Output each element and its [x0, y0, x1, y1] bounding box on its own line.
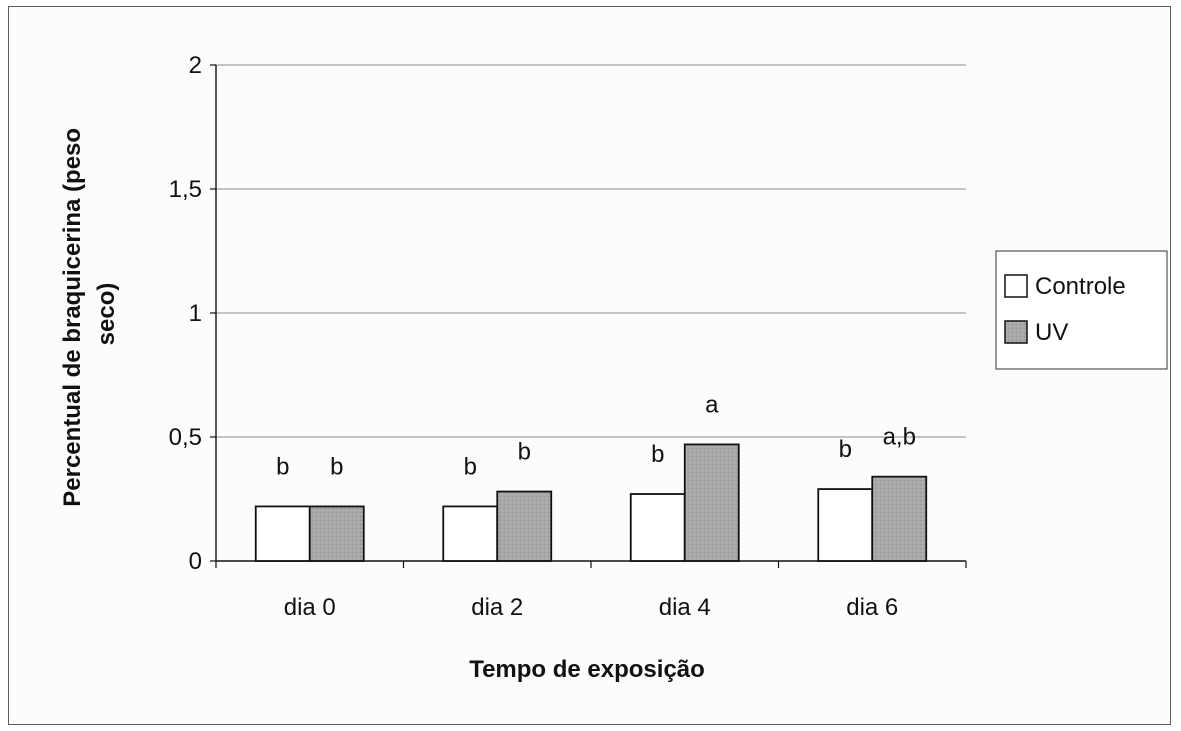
legend-swatch-controle [1004, 274, 1028, 298]
bar-uv [308, 505, 365, 562]
x-category-label: dia 2 [471, 594, 523, 621]
bar-controle [629, 493, 686, 562]
significance-label: a [705, 391, 719, 418]
x-category-label: dia 4 [659, 594, 711, 621]
legend: Controle UV [995, 250, 1168, 370]
significance-label: b [464, 453, 477, 480]
significance-label: b [839, 436, 852, 463]
legend-swatch-uv [1004, 320, 1028, 344]
legend-label-uv: UV [1035, 319, 1068, 346]
significance-label: b [518, 439, 531, 466]
y-axis-title-line-1: Percentual de braquicerina (peso [59, 128, 86, 507]
significance-label: b [276, 453, 289, 480]
chart-frame [8, 6, 1171, 725]
gridlines [216, 64, 966, 438]
y-axis-title-line-2: seco) [93, 283, 120, 346]
y-tick-label: 1 [189, 300, 202, 327]
bar-uv [683, 443, 740, 562]
y-tick-label: 0 [189, 548, 202, 575]
y-axis-title: Percentual de braquicerina (peso seco) [59, 121, 120, 506]
significance-label: b [330, 453, 343, 480]
legend-label-controle: Controle [1035, 273, 1126, 300]
bar-controle [817, 488, 874, 562]
y-tick-label: 0,5 [169, 424, 202, 451]
y-tick-label: 2 [189, 52, 202, 79]
significance-label: a,b [883, 424, 916, 451]
bar-uv [496, 490, 553, 562]
legend-box [995, 250, 1168, 370]
bar-uv [871, 475, 928, 562]
y-tick-label: 1,5 [169, 176, 202, 203]
bar-controle [254, 505, 311, 562]
significance-label: b [651, 441, 664, 468]
x-axis-title: Tempo de exposição [469, 656, 705, 683]
bar-controle [442, 505, 499, 562]
bars [254, 443, 928, 562]
x-category-label: dia 0 [284, 594, 336, 621]
labels: 0 0,5 1 1,5 2 dia 0 b b dia 2 b b dia 4 b a dia 6 b a,b [169, 52, 916, 621]
x-category-label: dia 6 [846, 594, 898, 621]
